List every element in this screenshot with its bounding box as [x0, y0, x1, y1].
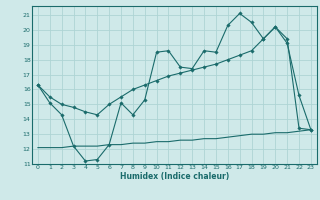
X-axis label: Humidex (Indice chaleur): Humidex (Indice chaleur)	[120, 172, 229, 181]
